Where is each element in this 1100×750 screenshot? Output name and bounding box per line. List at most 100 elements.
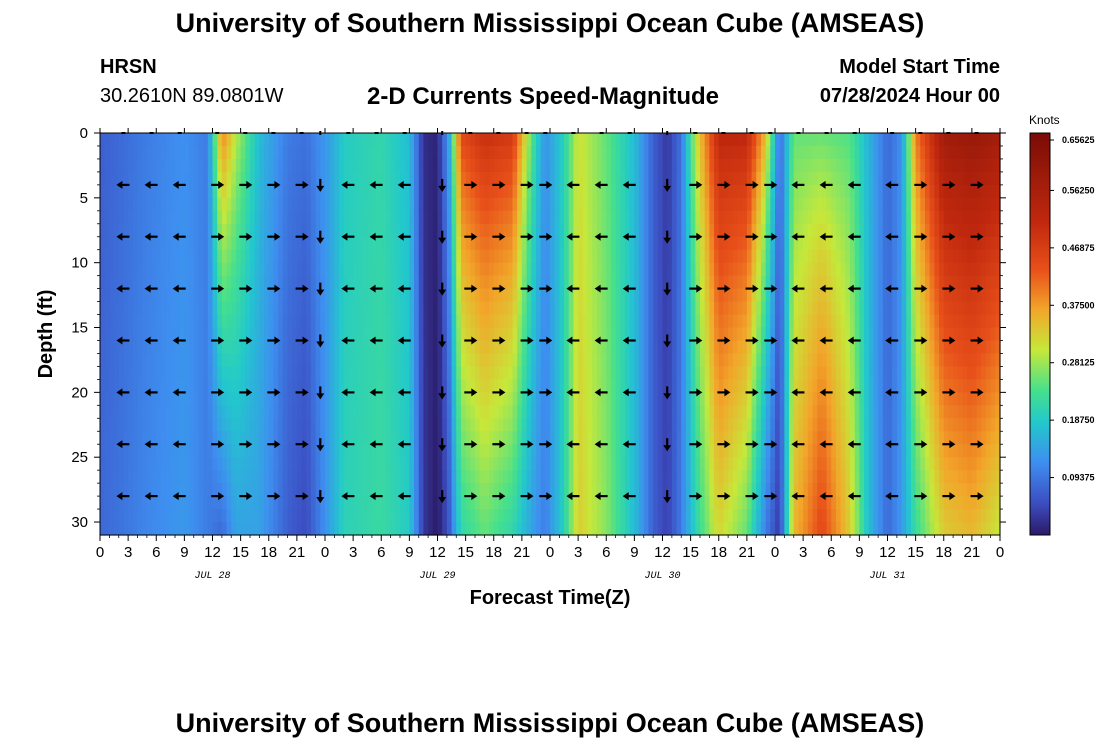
- heatmap-cell: [775, 301, 781, 316]
- heatmap-cell: [203, 133, 209, 147]
- heatmap-cell: [601, 405, 607, 419]
- heatmap-cell: [381, 314, 387, 329]
- heatmap-cell: [165, 249, 171, 264]
- heatmap-cell: [353, 158, 359, 173]
- heatmap-cell: [343, 379, 350, 393]
- heatmap-cell: [217, 210, 223, 225]
- heatmap-cell: [165, 314, 171, 329]
- heatmap-cell: [704, 301, 710, 316]
- heatmap-cell: [451, 133, 457, 147]
- heatmap-cell: [479, 405, 485, 419]
- heatmap-cell: [390, 366, 396, 380]
- heatmap-cell: [414, 275, 420, 290]
- heatmap-cell: [498, 431, 504, 445]
- heatmap-cell: [470, 236, 476, 251]
- heatmap-cell: [353, 457, 359, 471]
- heatmap-cell: [465, 210, 471, 225]
- heatmap-cell: [437, 379, 443, 393]
- heatmap-cell: [793, 522, 800, 536]
- heatmap-cell: [831, 522, 837, 536]
- heatmap-cell: [742, 509, 748, 523]
- heatmap-cell: [484, 418, 490, 432]
- heatmap-cell: [189, 262, 195, 277]
- heatmap-cell: [798, 522, 804, 536]
- heatmap-cell: [385, 210, 392, 225]
- heatmap-cell: [367, 444, 373, 458]
- heatmap-cell: [100, 249, 106, 264]
- heatmap-cell: [114, 288, 120, 303]
- heatmap-cell: [718, 366, 725, 380]
- heatmap-cell: [568, 431, 575, 445]
- heatmap-cell: [362, 158, 368, 173]
- heatmap-cell: [353, 301, 359, 316]
- heatmap-cell: [648, 314, 654, 329]
- heatmap-cell: [460, 301, 467, 316]
- heatmap-cell: [198, 418, 204, 432]
- heatmap-cell: [835, 418, 842, 432]
- heatmap-cell: [231, 249, 237, 264]
- heatmap-cell: [709, 133, 715, 147]
- heatmap-cell: [760, 133, 767, 147]
- heatmap-cell: [310, 197, 317, 212]
- heatmap-cell: [254, 496, 260, 510]
- heatmap-cell: [254, 133, 260, 147]
- heatmap-cell: [493, 158, 500, 173]
- heatmap-cell: [657, 353, 664, 368]
- heatmap-cell: [742, 133, 748, 147]
- heatmap-cell: [564, 457, 570, 471]
- heatmap-cell: [512, 133, 518, 147]
- heatmap-cell: [826, 444, 832, 458]
- heatmap-cell: [362, 444, 368, 458]
- heatmap-cell: [601, 418, 607, 432]
- heatmap-cell: [620, 158, 626, 173]
- heatmap-cell: [320, 496, 326, 510]
- heatmap-cell: [390, 301, 396, 316]
- heatmap-cell: [400, 223, 406, 238]
- heatmap-cell: [348, 133, 354, 147]
- heatmap-cell: [442, 392, 448, 406]
- heatmap-cell: [681, 262, 687, 277]
- heatmap-cell: [564, 379, 570, 393]
- heatmap-cell: [835, 133, 842, 147]
- heatmap-cell: [353, 496, 359, 510]
- heatmap-cell: [259, 262, 265, 277]
- heatmap-cell: [146, 275, 153, 290]
- heatmap-cell: [582, 249, 589, 264]
- chart-title-bottom: University of Southern Mississippi Ocean…: [175, 708, 925, 738]
- heatmap-cell: [573, 405, 579, 419]
- heatmap-cell: [385, 431, 392, 445]
- heatmap-cell: [601, 366, 607, 380]
- heatmap-cell: [353, 405, 359, 419]
- heatmap-cell: [798, 184, 804, 199]
- heatmap-cell: [353, 223, 359, 238]
- heatmap-cell: [390, 249, 396, 264]
- heatmap-cell: [217, 405, 223, 419]
- heatmap-cell: [296, 431, 303, 445]
- heatmap-cell: [273, 210, 279, 225]
- heatmap-cell: [685, 522, 692, 536]
- heatmap-cell: [812, 236, 818, 251]
- heatmap-cell: [179, 184, 185, 199]
- heatmap-cell: [207, 522, 214, 536]
- heatmap-cell: [282, 392, 289, 406]
- heatmap-cell: [770, 158, 776, 173]
- heatmap-cell: [240, 405, 246, 419]
- heatmap-cell: [203, 366, 209, 380]
- heatmap-cell: [690, 522, 696, 536]
- heatmap-cell: [568, 158, 575, 173]
- heatmap-cell: [564, 340, 570, 355]
- heatmap-cell: [329, 340, 335, 355]
- heatmap-cell: [376, 379, 382, 393]
- heatmap-cell: [587, 483, 593, 497]
- heatmap-cell: [118, 509, 125, 523]
- heatmap-cell: [610, 522, 617, 536]
- heatmap-cell: [193, 444, 200, 458]
- heatmap-cell: [334, 418, 340, 432]
- heatmap-cell: [114, 223, 120, 238]
- heatmap-cell: [160, 145, 167, 160]
- heatmap-cell: [728, 249, 734, 264]
- heatmap-cell: [423, 145, 429, 160]
- heatmap-cell: [245, 314, 251, 329]
- heatmap-cell: [193, 197, 200, 212]
- heatmap-cell: [737, 197, 743, 212]
